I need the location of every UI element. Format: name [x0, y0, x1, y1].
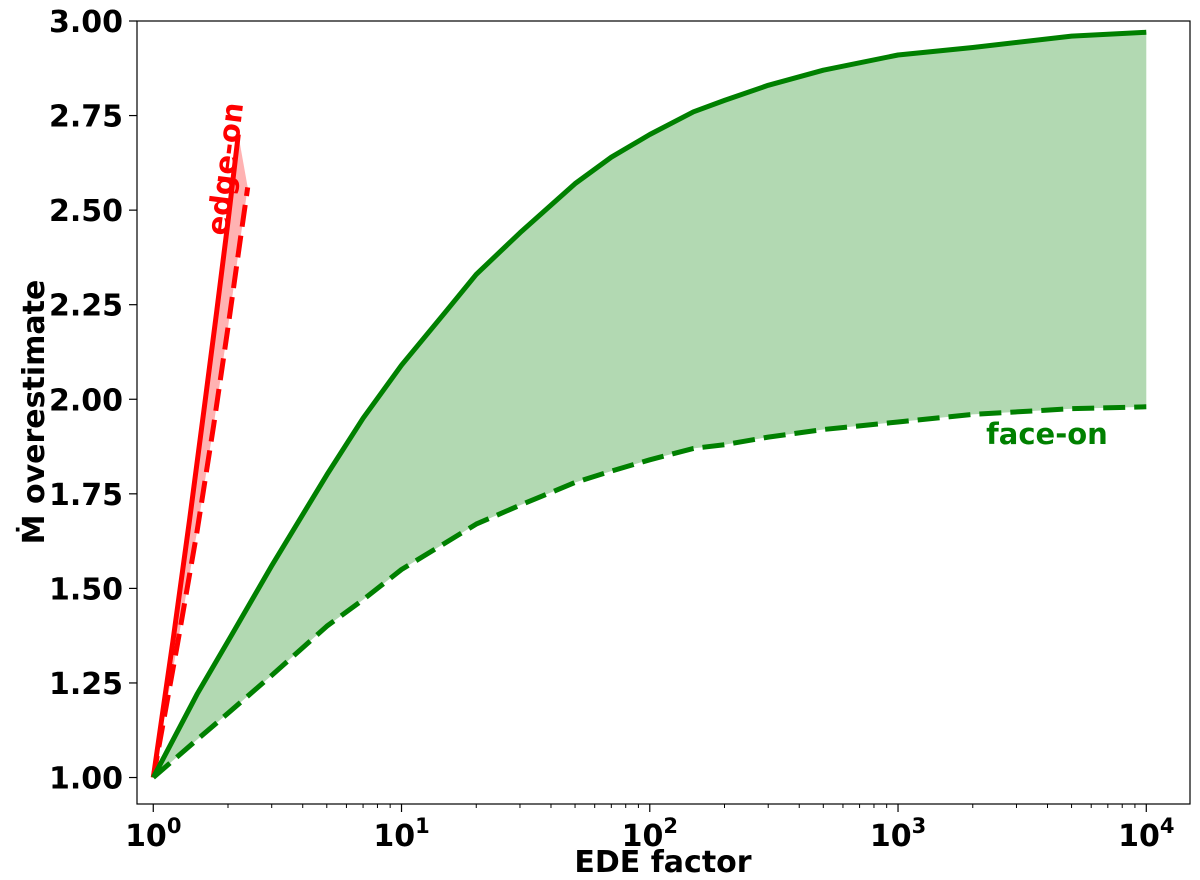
y-axis-title: Ṁ overestimate — [16, 280, 52, 545]
y-tick-label: 1.00 — [49, 762, 123, 797]
x-tick-label: 103 — [870, 814, 926, 854]
x-axis-title: EDE factor — [574, 845, 751, 880]
x-tick-label: 101 — [373, 814, 429, 854]
face-on-dashed-line — [151, 404, 1147, 780]
face-on-label: face-on — [986, 417, 1108, 451]
plot-frame — [136, 20, 1191, 805]
x-tick-label: 100 — [125, 814, 181, 854]
edge-on-solid-line — [150, 134, 241, 778]
y-tick-label: 1.25 — [49, 667, 123, 702]
y-tick-label: 1.75 — [49, 478, 123, 513]
x-tick-label: 102 — [622, 814, 678, 854]
edge-on-dashed-line — [150, 187, 251, 778]
y-tick-label: 2.75 — [49, 100, 123, 135]
plot-area — [150, 29, 1147, 780]
face-on-solid-line — [151, 29, 1147, 779]
face-on-band — [153, 32, 1147, 778]
y-tick-label: 3.00 — [49, 5, 123, 40]
y-tick-label: 2.25 — [49, 289, 123, 324]
y-tick-label: 2.50 — [49, 194, 123, 229]
y-tick-label: 2.00 — [49, 383, 123, 418]
y-axis-symbol: Ṁ — [16, 514, 52, 544]
x-tick-label: 104 — [1118, 814, 1174, 854]
y-tick-label: 1.50 — [49, 572, 123, 607]
y-axis-text: overestimate — [17, 280, 52, 504]
axes: 100 101 102 103 104 1.00 1.25 1.50 1.75 2.00 2.25 2… — [49, 5, 1175, 854]
